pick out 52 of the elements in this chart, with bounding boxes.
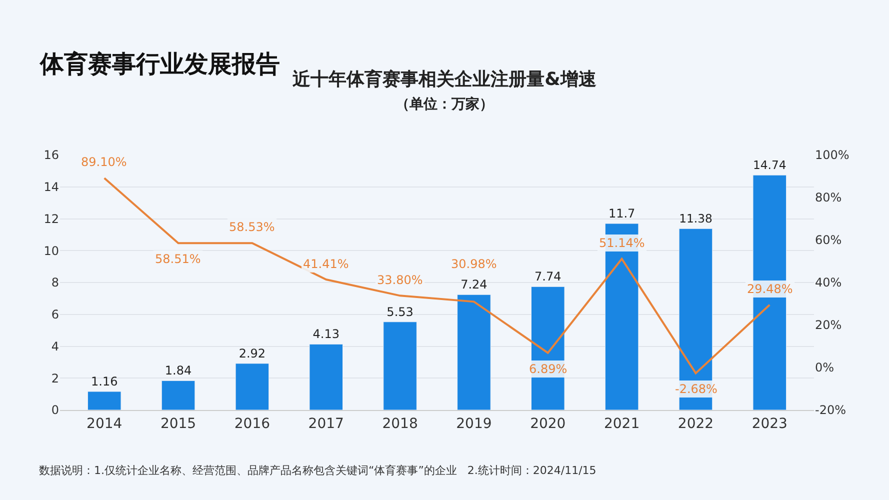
y-tick-label: 10	[44, 244, 59, 258]
text: 体育赛事行业发展报告	[39, 50, 280, 78]
data-label: 4.13	[312, 327, 340, 342]
bar	[161, 380, 196, 410]
data-label: 1.84	[164, 364, 192, 378]
data-label: 11.38	[679, 212, 712, 226]
x-tick-label: 2017	[308, 416, 344, 432]
x-tick-label: 2019	[456, 416, 492, 432]
data-label: 41.41%	[303, 257, 349, 271]
y2-tick-label: 80%	[815, 190, 842, 205]
data-label: 5.53	[386, 304, 414, 319]
y-tick-label: 14	[44, 180, 59, 194]
x-tick-label: 2015	[160, 416, 196, 432]
chart-title: 近十年体育赛事相关企业注册量&增速	[292, 68, 596, 90]
x-tick-label: 2022	[678, 416, 714, 432]
data-label: -2.68%	[675, 382, 718, 396]
y-tick-label: 12	[44, 212, 59, 226]
data-label: 6.89%	[529, 362, 568, 376]
y-tick-label: 2	[51, 371, 59, 386]
data-label: 58.51%	[155, 252, 201, 266]
text: 数据说明：1.仅统计企业名称、经营范围、品牌产品名称包含关键词“体育赛事”的企业 2.统计时间：2024/11/15	[39, 464, 596, 477]
bar	[87, 391, 122, 410]
x-tick-label: 2016	[234, 416, 270, 432]
x-tick-label: 2021	[604, 416, 640, 432]
y-tick-label: 16	[44, 148, 59, 162]
data-label: 11.7	[608, 206, 636, 221]
data-label: 51.14%	[599, 236, 645, 250]
y-tick-label: 6	[51, 308, 59, 322]
data-label: 30.98%	[451, 257, 497, 271]
y2-tick-label: 0%	[815, 360, 834, 375]
data-label: 7.24	[460, 278, 488, 292]
y2-tick-label: 20%	[815, 318, 842, 332]
x-tick-label: 2014	[86, 416, 122, 432]
data-label: 1.16	[90, 374, 118, 389]
y2-tick-label: 60%	[815, 233, 842, 248]
chart-subtitle: （单位：万家）	[396, 95, 494, 112]
x-tick-label: 2020	[530, 416, 566, 432]
y-tick-label: 4	[51, 339, 59, 354]
data-label: 14.74	[753, 158, 786, 172]
data-label: 7.74	[534, 270, 562, 284]
data-label: 58.53%	[229, 220, 275, 234]
y2-tick-label: -20%	[815, 403, 846, 418]
data-label: 33.80%	[377, 273, 423, 287]
data-label: 89.10%	[81, 155, 127, 169]
y-tick-label: 8	[51, 276, 59, 290]
data-label: 29.48%	[747, 282, 793, 296]
x-tick-label: 2018	[382, 416, 418, 432]
x-tick-label: 2023	[752, 416, 788, 432]
y2-tick-label: 100%	[815, 148, 850, 162]
y2-tick-label: 40%	[815, 276, 842, 290]
y-tick-label: 0	[51, 403, 59, 418]
data-label: 2.92	[238, 346, 266, 360]
